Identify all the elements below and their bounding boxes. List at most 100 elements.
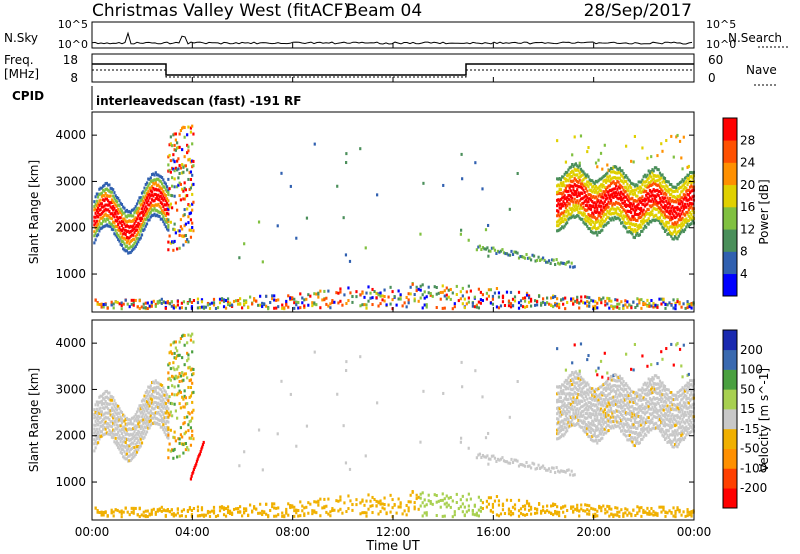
echo-cell [587, 220, 590, 224]
echo-cell [259, 303, 262, 307]
echo-cell [189, 170, 193, 174]
echo-cell [385, 511, 388, 515]
echo-cell [630, 415, 633, 419]
echo-cell [122, 425, 125, 429]
echo-cell [599, 403, 603, 407]
echo-cell [153, 420, 156, 424]
echo-cell [572, 170, 575, 174]
echo-cell [305, 216, 309, 220]
echo-cell [397, 297, 400, 301]
echo-cell [633, 188, 636, 192]
echo-cell [315, 292, 318, 296]
echo-cell [637, 424, 640, 428]
echo-cell [359, 147, 362, 151]
echo-cell [555, 258, 558, 262]
echo-cell [155, 213, 159, 217]
echo-cell [632, 160, 635, 164]
echo-cell [526, 464, 530, 468]
echo-cell [140, 425, 144, 429]
echo-cell [656, 193, 659, 197]
echo-cell [517, 290, 521, 294]
echo-cell [128, 231, 131, 235]
echo-cell [93, 427, 96, 431]
echo-cell [192, 437, 195, 441]
echo-cell [201, 443, 205, 447]
echo-cell [136, 513, 139, 517]
echo-cell [191, 350, 194, 354]
echo-cell [100, 394, 103, 398]
echo-cell [152, 194, 155, 198]
echo-cell [598, 429, 601, 433]
echo-cell [93, 442, 96, 446]
echo-cell [423, 511, 426, 515]
echo-cell [109, 430, 112, 434]
echo-cell [305, 424, 309, 428]
echo-cell [621, 414, 624, 418]
echo-cell [108, 423, 111, 427]
echo-cell [375, 504, 378, 508]
echo-cell [667, 205, 670, 209]
echo-cell [139, 203, 142, 207]
echo-cell [114, 228, 117, 232]
echo-cell [114, 300, 117, 304]
echo-cell [564, 160, 568, 164]
echo-cell [143, 212, 146, 216]
echo-cell [641, 229, 644, 233]
echo-cell [119, 242, 122, 246]
echo-cell [243, 510, 246, 514]
echo-cell [622, 201, 625, 205]
echo-cell [614, 416, 618, 420]
echo-cell [618, 391, 621, 395]
echo-cell [170, 508, 173, 512]
echo-cell [148, 192, 151, 196]
echo-cell [139, 229, 142, 233]
echo-cell [102, 302, 105, 306]
echo-cell [144, 413, 147, 417]
echo-cell [107, 183, 110, 187]
echo-cell [178, 340, 181, 344]
echo-cell [243, 242, 246, 246]
echo-cell [138, 441, 141, 445]
echo-cell [172, 248, 175, 252]
echo-cell [668, 301, 671, 305]
echo-cell [344, 461, 348, 465]
echo-cell [159, 402, 162, 406]
echo-cell [622, 432, 625, 436]
echo-cell [174, 513, 177, 517]
echo-cell [572, 416, 575, 420]
echo-cell [557, 219, 560, 223]
echo-cell [108, 200, 111, 204]
echo-cell [114, 508, 117, 512]
echo-cell [137, 438, 140, 442]
echo-cell [94, 211, 97, 215]
echo-cell [567, 179, 570, 183]
echo-cell [573, 401, 576, 405]
echo-cell [125, 438, 129, 442]
echo-cell [189, 126, 193, 130]
echo-cell [481, 293, 484, 297]
echo-cell [682, 193, 685, 197]
echo-cell [609, 182, 613, 186]
echo-cell [103, 209, 106, 213]
echo-cell [571, 423, 574, 427]
echo-cell [586, 295, 589, 299]
echo-cell [638, 424, 642, 428]
echo-cell [534, 259, 537, 263]
echo-cell [579, 217, 583, 221]
echo-cell [173, 194, 176, 198]
echo-cell [495, 305, 499, 309]
echo-cell [124, 445, 127, 449]
echo-cell [319, 497, 322, 501]
echo-cell [471, 304, 474, 308]
echo-cell [576, 407, 579, 411]
echo-cell [162, 205, 165, 209]
echo-cell [599, 427, 603, 431]
echo-cell [478, 452, 481, 456]
echo-cell [579, 413, 583, 417]
echo-cell [98, 187, 101, 191]
echo-cell [662, 222, 665, 226]
echo-cell [162, 393, 165, 397]
echo-cell [630, 202, 633, 206]
echo-cell [589, 189, 593, 193]
echo-cell [285, 507, 288, 511]
